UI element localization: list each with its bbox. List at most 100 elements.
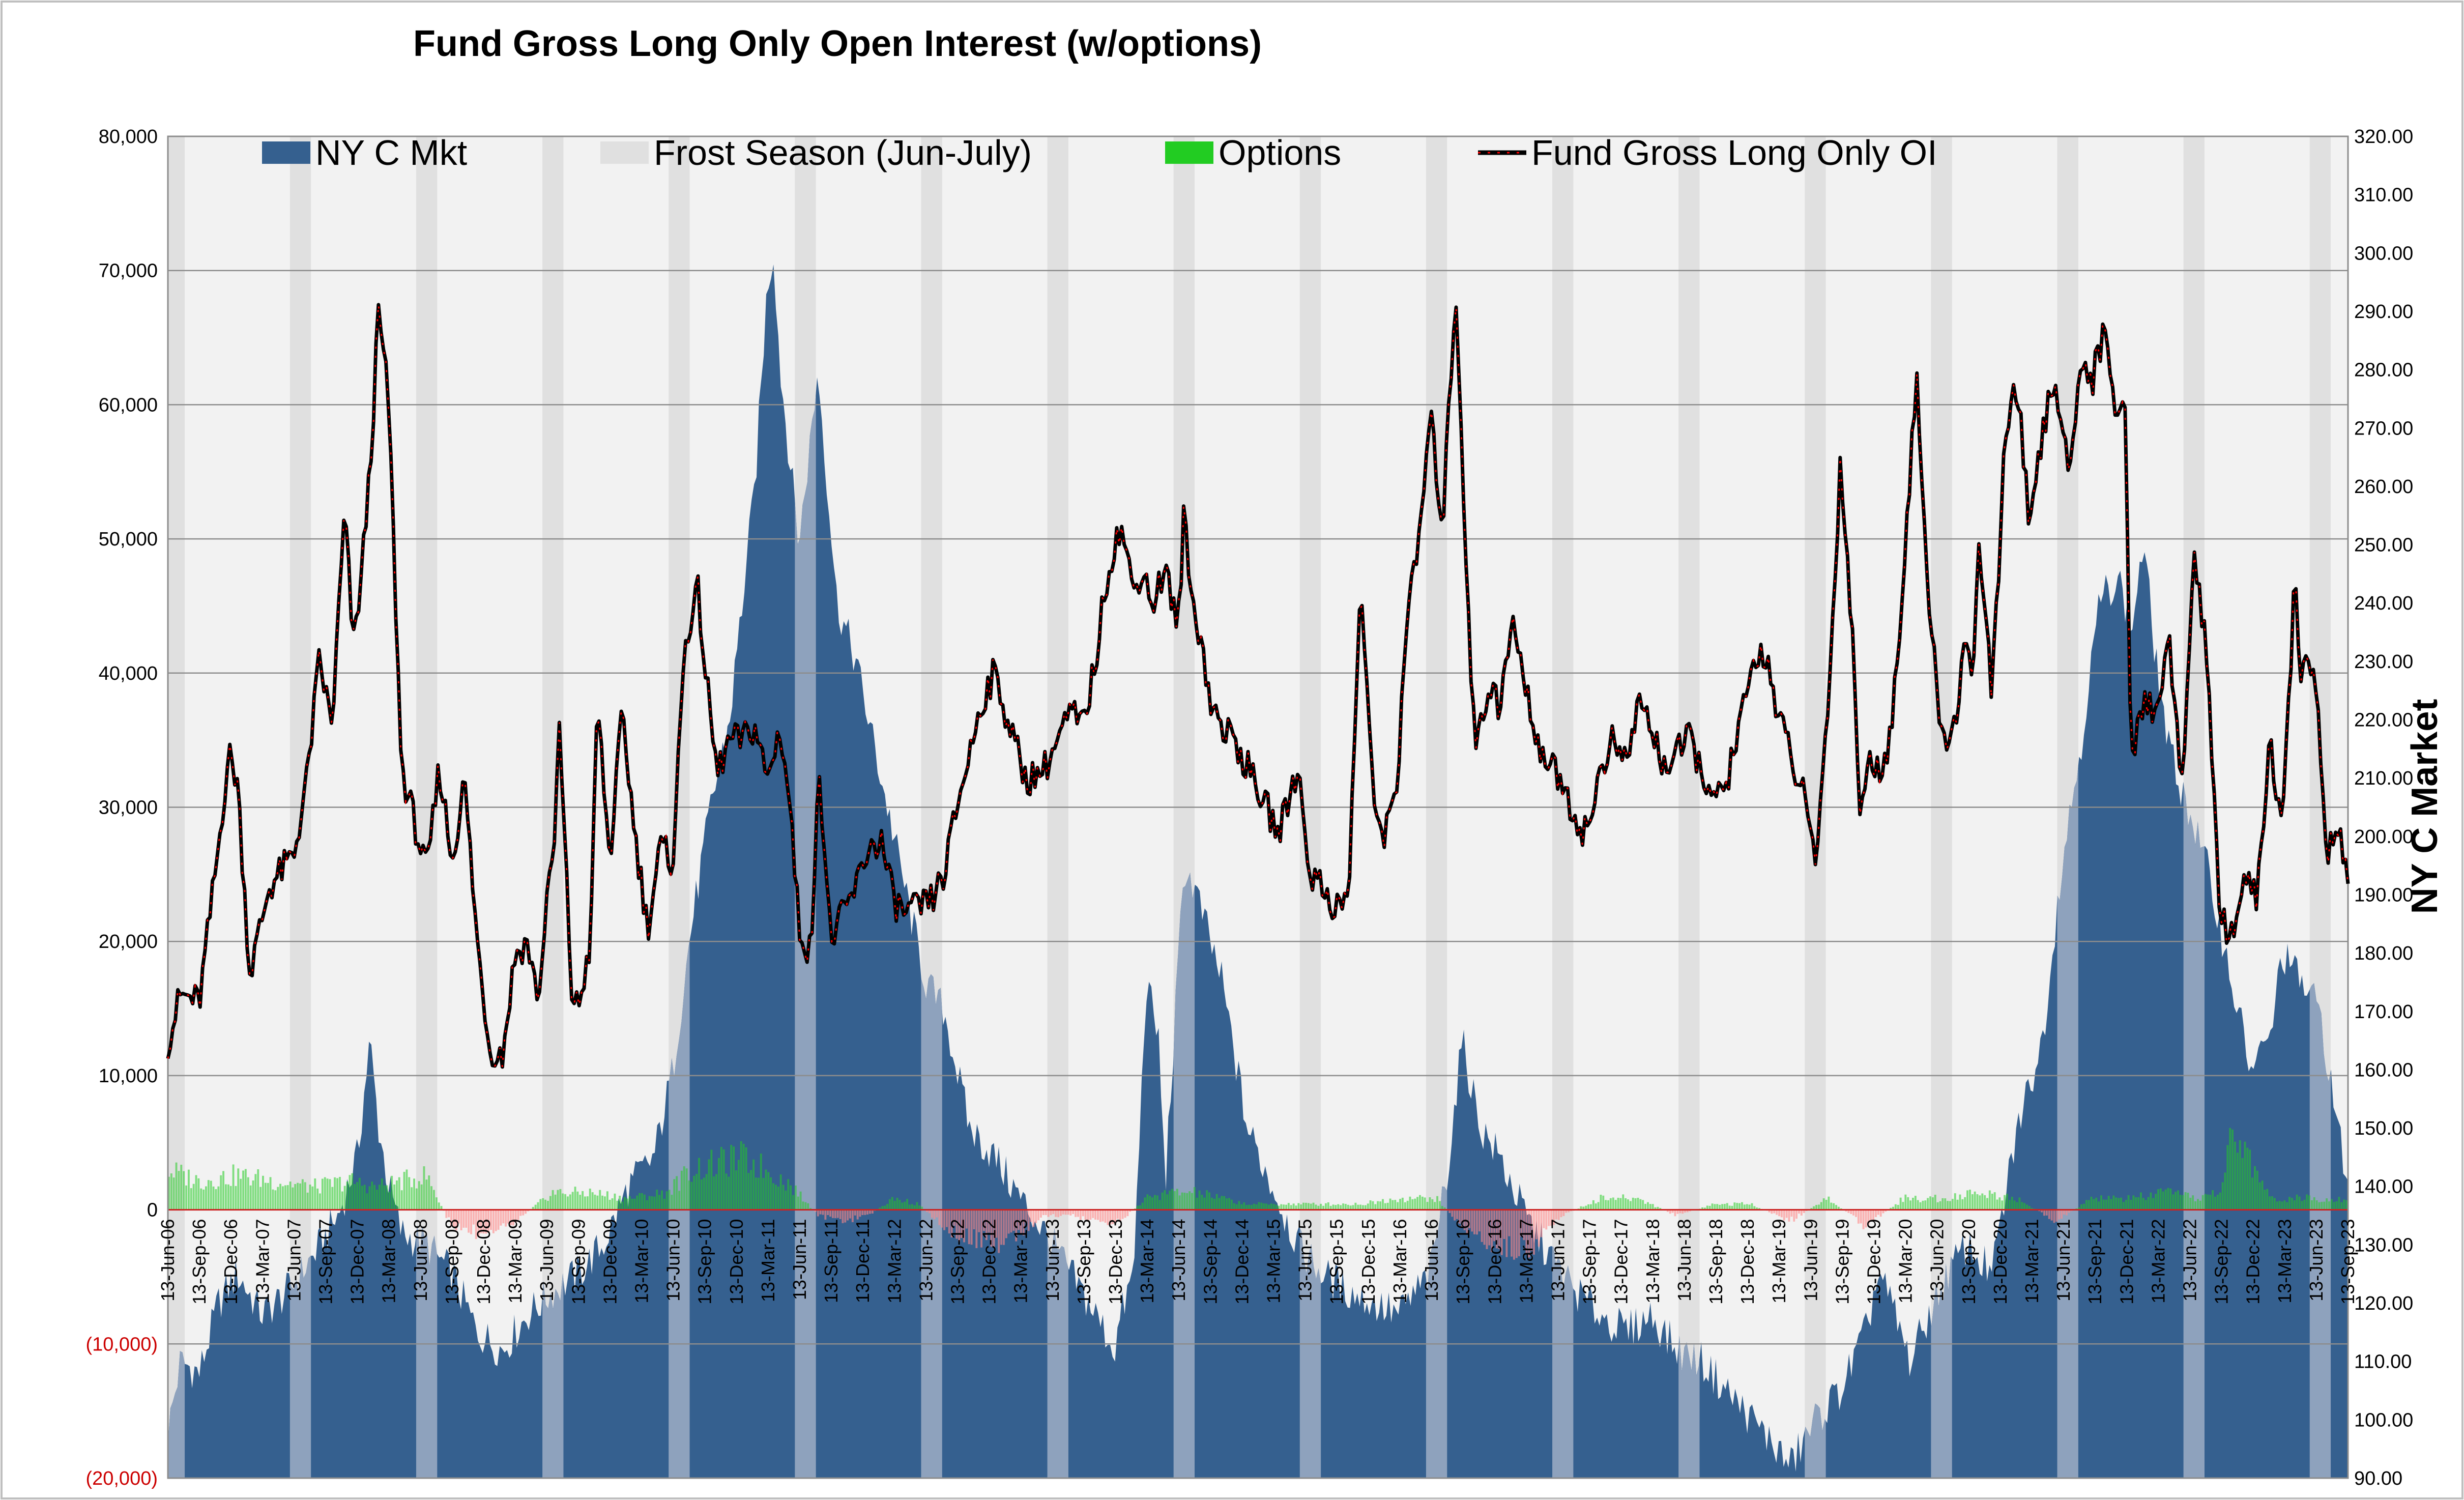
options-bar <box>1114 1209 1116 1223</box>
options-bar <box>183 1171 185 1210</box>
options-bar <box>1704 1207 1706 1210</box>
options-bar <box>2261 1180 2264 1210</box>
options-bar <box>460 1209 462 1230</box>
options-bar <box>926 1209 928 1212</box>
options-bar <box>604 1196 606 1210</box>
options-bar <box>656 1190 658 1210</box>
options-bar <box>1875 1209 1877 1217</box>
options-bar <box>2159 1188 2162 1210</box>
options-bar <box>1171 1189 1173 1210</box>
options-bar <box>1850 1209 1852 1214</box>
options-bar <box>1337 1204 1340 1210</box>
options-bar <box>1488 1209 1491 1246</box>
options-bar <box>1778 1209 1780 1217</box>
options-bar <box>180 1165 183 1210</box>
x-tick-label: 13-Dec-17 <box>1611 1219 1632 1305</box>
options-bar <box>1389 1198 1392 1210</box>
options-bar <box>1682 1209 1684 1214</box>
options-bar <box>1669 1209 1671 1214</box>
options-bar <box>2273 1198 2276 1210</box>
legend-label: NY C Mkt <box>315 133 467 172</box>
options-bar <box>1025 1209 1027 1224</box>
options-bar <box>373 1185 376 1210</box>
x-tick-label: 13-Jun-16 <box>1421 1219 1442 1302</box>
options-bar <box>1803 1209 1805 1213</box>
options-bar <box>1543 1209 1545 1228</box>
options-bar <box>943 1209 945 1230</box>
options-bar <box>282 1186 284 1210</box>
options-bar <box>457 1209 460 1224</box>
options-bar <box>1562 1209 1565 1216</box>
options-bar <box>1069 1209 1072 1216</box>
options-bar <box>215 1189 217 1210</box>
options-bar <box>1496 1209 1498 1249</box>
options-bar <box>1609 1198 1612 1210</box>
left-tick-label: 50,000 <box>99 529 158 550</box>
options-bar <box>690 1181 693 1210</box>
options-bar <box>2152 1198 2155 1210</box>
options-bar <box>1795 1209 1798 1219</box>
options-bar <box>391 1175 393 1210</box>
options-bar <box>1637 1198 1639 1210</box>
options-bar <box>2177 1190 2179 1210</box>
options-bar <box>1708 1205 1711 1210</box>
options-bar <box>1463 1209 1466 1230</box>
options-bar <box>2090 1196 2093 1210</box>
options-bar <box>1612 1197 1614 1210</box>
options-bar <box>1560 1209 1562 1218</box>
options-bar <box>685 1168 688 1210</box>
options-bar <box>237 1168 240 1210</box>
options-bar <box>1292 1203 1295 1210</box>
options-bar <box>904 1201 906 1210</box>
x-tick-label: 13-Dec-18 <box>1737 1219 1758 1305</box>
options-bar <box>2204 1194 2207 1210</box>
options-bar <box>269 1177 272 1210</box>
options-bar <box>1406 1200 1409 1210</box>
options-bar <box>918 1205 921 1210</box>
x-tick-label: 13-Dec-09 <box>599 1219 620 1305</box>
options-bar <box>1679 1209 1682 1214</box>
options-bar <box>1728 1205 1731 1210</box>
options-bar <box>393 1184 395 1210</box>
options-bar <box>1104 1209 1107 1223</box>
x-tick-label: 13-Mar-10 <box>631 1219 652 1304</box>
options-bar <box>2269 1196 2271 1210</box>
options-bar <box>2216 1194 2219 1210</box>
options-bar <box>552 1190 554 1210</box>
options-bar <box>797 1196 799 1210</box>
options-bar <box>829 1209 831 1217</box>
options-bar <box>192 1184 195 1210</box>
x-tick-label: 13-Sep-16 <box>1453 1219 1473 1305</box>
right-tick-label: 310.00 <box>2354 185 2413 206</box>
options-bar <box>1384 1203 1386 1210</box>
options-bar <box>1897 1205 1899 1210</box>
options-bar <box>2147 1197 2150 1210</box>
options-bar <box>1456 1209 1458 1219</box>
options-bar <box>1305 1202 1307 1210</box>
x-tick-label: 13-Sep-19 <box>1832 1219 1852 1305</box>
x-tick-label: 13-Mar-16 <box>1389 1219 1410 1304</box>
options-bar <box>2296 1194 2298 1210</box>
x-tick-label: 13-Dec-22 <box>2243 1219 2264 1305</box>
options-bar <box>1830 1202 1833 1210</box>
options-bar <box>1798 1209 1800 1214</box>
left-tick-label: 80,000 <box>99 126 158 148</box>
options-bar <box>1870 1209 1872 1221</box>
options-bar <box>1738 1203 1741 1210</box>
options-bar <box>324 1177 326 1210</box>
options-bar <box>272 1189 274 1210</box>
options-bar <box>1917 1200 1919 1210</box>
options-bar <box>2303 1199 2306 1210</box>
options-bar <box>668 1190 671 1210</box>
options-bar <box>1045 1209 1047 1215</box>
x-tick-label: 13-Jun-10 <box>663 1219 684 1302</box>
options-bar <box>468 1209 470 1233</box>
options-bar <box>1007 1209 1010 1234</box>
options-bar <box>1919 1202 1922 1210</box>
options-bar <box>1508 1209 1511 1236</box>
options-bar <box>861 1209 864 1215</box>
options-bar <box>1932 1197 1934 1210</box>
options-bar <box>2137 1197 2139 1210</box>
options-bar <box>480 1209 482 1233</box>
options-bar <box>1592 1200 1595 1210</box>
